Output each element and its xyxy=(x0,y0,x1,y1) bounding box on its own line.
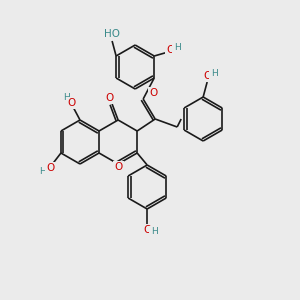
Text: O: O xyxy=(105,93,113,103)
Text: H: H xyxy=(174,44,181,52)
Text: O: O xyxy=(68,98,76,108)
Text: H: H xyxy=(211,70,217,79)
Text: O: O xyxy=(114,162,122,172)
Text: H: H xyxy=(40,167,46,176)
Text: HO: HO xyxy=(104,29,120,39)
Text: H: H xyxy=(63,94,69,103)
Text: O: O xyxy=(143,225,151,235)
Text: O: O xyxy=(166,45,174,55)
Text: O: O xyxy=(47,163,55,173)
Text: H: H xyxy=(151,227,158,236)
Text: O: O xyxy=(149,88,157,98)
Text: O: O xyxy=(203,71,211,81)
